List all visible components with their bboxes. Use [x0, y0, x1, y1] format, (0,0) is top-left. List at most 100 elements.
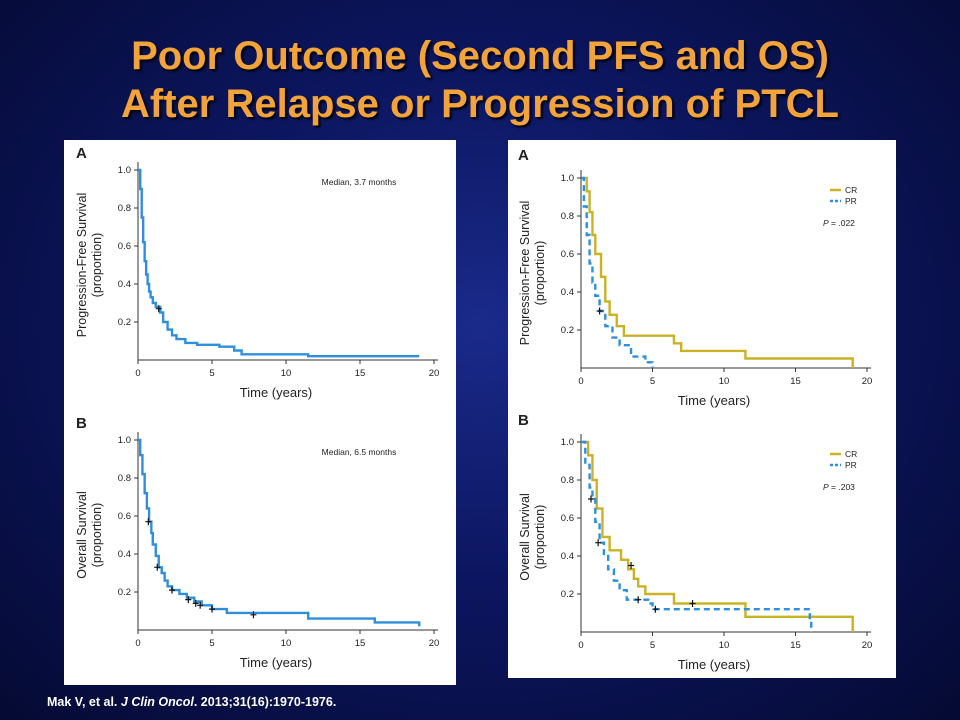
slide-title-line-2: After Relapse or Progression of PTCL	[121, 82, 839, 126]
x-tick-label: 15	[790, 640, 801, 651]
y-axis-title: Progression-Free Survival	[518, 201, 532, 346]
censor-mark-pr	[595, 539, 602, 547]
x-tick-label: 10	[719, 640, 730, 651]
censor-mark-cr	[628, 562, 635, 569]
x-tick-label: 20	[429, 638, 440, 649]
citation-details: . 2013;31(16):1970-1976.	[193, 695, 337, 709]
censor-mark-pr	[635, 596, 642, 604]
median-annotation: Median, 3.7 months	[322, 177, 397, 187]
censor-mark-all	[145, 518, 152, 526]
y-tick-label: 0.8	[118, 473, 131, 484]
legend-label-cr: CR	[845, 185, 857, 195]
x-tick-label: 20	[862, 376, 873, 387]
y-tick-label: 0.4	[561, 551, 574, 562]
x-tick-label: 15	[355, 638, 366, 649]
y-tick-label: 0.4	[118, 279, 131, 290]
y-axis-subtitle: (proportion)	[533, 505, 547, 570]
citation-authors: Mak V, et al.	[47, 695, 118, 709]
y-tick-label: 0.6	[561, 249, 574, 260]
y-tick-label: 0.8	[561, 475, 574, 486]
y-tick-label: 0.6	[118, 511, 131, 522]
censor-mark-pr	[596, 307, 603, 315]
x-tick-label: 0	[135, 368, 140, 379]
y-tick-label: 1.0	[561, 173, 574, 184]
x-tick-label: 15	[355, 368, 366, 379]
y-tick-label: 1.0	[561, 437, 574, 448]
survival-curve-cr	[581, 440, 854, 632]
panel-label: A	[76, 145, 87, 162]
y-tick-label: 0.6	[561, 513, 574, 524]
panel-label: B	[518, 412, 529, 429]
censor-mark-all	[169, 586, 176, 594]
censor-mark-cr	[689, 600, 696, 607]
x-tick-label: 0	[135, 638, 140, 649]
x-axis-title: Time (years)	[240, 655, 312, 670]
y-axis-subtitle: (proportion)	[90, 233, 104, 298]
x-tick-label: 0	[578, 376, 583, 387]
left-figure-svg: A 0 5 10 15 20 0.2 0.4 0.6 0.8 1.0 Time (years) Prog…	[75, 145, 439, 670]
censor-mark-all	[155, 305, 162, 313]
chart-3: A 0 5 10 15 20 0.2 0.4 0.6 0.8 1.0 Time (years) Prog…	[518, 147, 872, 408]
right-figure-svg: A 0 5 10 15 20 0.2 0.4 0.6 0.8 1.0 Time (years) Prog…	[518, 147, 872, 672]
censor-mark-all	[192, 599, 199, 607]
legend-label-pr: PR	[845, 460, 857, 470]
x-tick-label: 5	[209, 638, 214, 649]
panel-label: B	[76, 415, 87, 432]
left-figure-panel: A 0 5 10 15 20 0.2 0.4 0.6 0.8 1.0 Time (years) Prog…	[64, 140, 456, 685]
x-tick-label: 10	[719, 376, 730, 387]
citation-journal: J Clin Oncol	[120, 695, 194, 709]
panel-label: A	[518, 147, 529, 164]
y-tick-label: 0.4	[561, 287, 574, 298]
survival-curve-pr	[581, 176, 654, 368]
survival-curve-all	[138, 438, 421, 627]
y-tick-label: 0.2	[561, 325, 574, 336]
p-value-annotation: P = .022	[823, 218, 855, 228]
y-axis-subtitle: (proportion)	[533, 241, 547, 306]
y-tick-label: 1.0	[118, 165, 131, 176]
x-axis-title: Time (years)	[678, 657, 750, 672]
y-tick-label: 0.4	[118, 549, 131, 560]
x-tick-label: 5	[650, 376, 655, 387]
p-value-label: P	[823, 218, 829, 228]
x-tick-label: 20	[429, 368, 440, 379]
censor-mark-all	[250, 611, 257, 619]
x-axis-title: Time (years)	[240, 385, 312, 400]
median-annotation: Median, 6.5 months	[322, 447, 397, 457]
y-tick-label: 0.2	[561, 589, 574, 600]
p-value-label: P	[823, 482, 829, 492]
x-tick-label: 20	[862, 640, 873, 651]
chart-1: A 0 5 10 15 20 0.2 0.4 0.6 0.8 1.0 Time (years) Prog…	[75, 145, 439, 400]
y-tick-label: 1.0	[118, 435, 131, 446]
x-tick-label: 5	[650, 640, 655, 651]
x-tick-label: 15	[790, 376, 801, 387]
x-tick-label: 5	[209, 368, 214, 379]
p-value: = .022	[829, 218, 856, 228]
y-axis-title: Overall Survival	[518, 493, 532, 581]
censor-mark-all	[209, 605, 215, 613]
survival-curve-cr	[581, 176, 854, 368]
y-axis-title: Overall Survival	[75, 491, 89, 579]
p-value-annotation: P = .203	[823, 482, 855, 492]
survival-curve-all	[138, 168, 420, 358]
censor-mark-pr	[652, 605, 659, 613]
x-tick-label: 0	[578, 640, 583, 651]
x-tick-label: 10	[281, 638, 292, 649]
censor-mark-all	[154, 563, 161, 571]
chart-2: B 0 5 10 15 20 0.2 0.4 0.6 0.8 1.0 Time (years) Over…	[75, 415, 439, 670]
x-tick-label: 10	[281, 368, 292, 379]
legend-label-cr: CR	[845, 449, 857, 459]
y-tick-label: 0.8	[118, 203, 131, 214]
censor-mark-pr	[588, 495, 595, 503]
slide-title-line-1: Poor Outcome (Second PFS and OS)	[131, 34, 829, 78]
citation: Mak V, et al. J Clin Oncol. 2013;31(16):…	[47, 695, 336, 709]
p-value: = .203	[829, 482, 856, 492]
y-axis-title: Progression-Free Survival	[75, 193, 89, 338]
y-axis-subtitle: (proportion)	[90, 503, 104, 568]
x-axis-title: Time (years)	[678, 393, 750, 408]
chart-4: B 0 5 10 15 20 0.2 0.4 0.6 0.8 1.0 Time (years) Over…	[518, 412, 872, 672]
legend-label-pr: PR	[845, 196, 857, 206]
censor-mark-all	[197, 601, 204, 609]
y-tick-label: 0.2	[118, 317, 131, 328]
right-figure-panel: A 0 5 10 15 20 0.2 0.4 0.6 0.8 1.0 Time (years) Prog…	[508, 140, 896, 678]
survival-curve-pr	[581, 440, 813, 632]
